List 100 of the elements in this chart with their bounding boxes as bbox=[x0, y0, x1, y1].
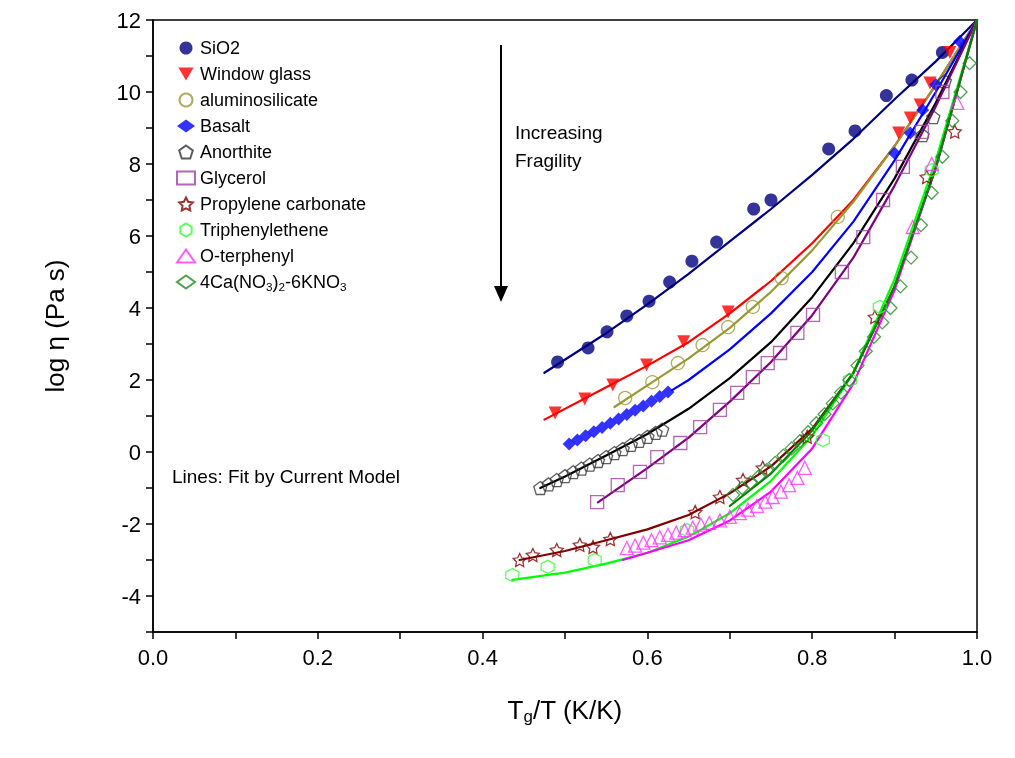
point bbox=[765, 489, 780, 505]
point bbox=[620, 309, 634, 323]
x-tick-label: 0.2 bbox=[302, 644, 334, 670]
point bbox=[792, 434, 807, 449]
point bbox=[888, 146, 902, 160]
point bbox=[953, 84, 968, 100]
point bbox=[692, 420, 708, 435]
legend-label: Anorthite bbox=[200, 142, 273, 162]
point bbox=[627, 538, 643, 553]
point bbox=[916, 103, 930, 117]
point bbox=[688, 504, 703, 520]
point bbox=[595, 421, 609, 435]
point bbox=[735, 472, 751, 488]
point bbox=[619, 540, 634, 556]
point bbox=[903, 111, 917, 125]
point bbox=[893, 279, 908, 294]
y-tick-label: -4 bbox=[121, 583, 141, 609]
point bbox=[800, 429, 815, 445]
point bbox=[618, 390, 633, 406]
point bbox=[721, 319, 736, 335]
point bbox=[644, 533, 659, 548]
point bbox=[856, 229, 871, 245]
point bbox=[924, 185, 939, 200]
x-tick-label: 0.0 bbox=[137, 644, 169, 670]
point bbox=[903, 126, 917, 140]
point bbox=[745, 369, 761, 385]
point bbox=[587, 425, 601, 439]
point bbox=[919, 169, 934, 185]
point bbox=[548, 406, 562, 420]
annotation: Lines: Fit by Current Model bbox=[172, 465, 401, 487]
point bbox=[943, 45, 957, 59]
point bbox=[740, 502, 756, 517]
point bbox=[582, 457, 597, 472]
point bbox=[549, 472, 564, 488]
y-tick-label: 8 bbox=[128, 151, 141, 177]
point bbox=[924, 162, 939, 178]
legend-label: Glycerol bbox=[200, 168, 267, 188]
point bbox=[751, 469, 766, 484]
point bbox=[685, 520, 700, 535]
point bbox=[566, 465, 581, 480]
point bbox=[603, 416, 617, 430]
point bbox=[599, 449, 614, 465]
point bbox=[620, 408, 634, 422]
point bbox=[815, 432, 831, 448]
point bbox=[790, 470, 805, 486]
point bbox=[879, 89, 893, 103]
y-tick-label: 6 bbox=[128, 223, 141, 249]
point bbox=[797, 460, 812, 475]
point bbox=[915, 128, 930, 143]
point bbox=[872, 299, 887, 315]
point bbox=[640, 358, 654, 372]
point bbox=[505, 567, 520, 583]
point bbox=[781, 477, 797, 493]
point bbox=[732, 506, 747, 521]
point bbox=[725, 487, 741, 502]
point bbox=[600, 325, 614, 339]
point bbox=[557, 468, 573, 484]
point bbox=[570, 433, 584, 447]
point bbox=[636, 535, 651, 550]
point bbox=[822, 142, 836, 156]
point bbox=[632, 433, 647, 448]
point bbox=[525, 547, 541, 563]
point bbox=[578, 392, 592, 406]
legend-label: Propylene carbonate bbox=[200, 194, 367, 214]
point bbox=[866, 329, 882, 344]
point bbox=[935, 149, 950, 164]
point bbox=[743, 475, 758, 490]
point bbox=[615, 441, 630, 457]
point bbox=[805, 307, 821, 322]
point bbox=[533, 480, 548, 496]
legend-label: SiO2 bbox=[200, 38, 241, 58]
point bbox=[673, 435, 688, 451]
point bbox=[712, 489, 728, 505]
point bbox=[603, 531, 618, 547]
legend-label: O-terphenyl bbox=[200, 246, 295, 266]
point bbox=[772, 345, 788, 361]
point bbox=[903, 250, 919, 265]
point bbox=[648, 425, 663, 441]
point bbox=[745, 299, 761, 315]
point bbox=[962, 56, 977, 71]
point bbox=[926, 110, 941, 125]
point bbox=[830, 209, 845, 225]
point bbox=[730, 385, 745, 401]
x-tick-label: 0.6 bbox=[632, 644, 663, 670]
legend-label: Basalt bbox=[200, 116, 251, 136]
point bbox=[650, 449, 665, 465]
point bbox=[774, 270, 789, 286]
point bbox=[685, 254, 699, 268]
point bbox=[606, 378, 620, 392]
point bbox=[935, 84, 950, 100]
point bbox=[549, 542, 564, 558]
point bbox=[579, 429, 593, 443]
point bbox=[800, 425, 816, 440]
y-tick-label: 12 bbox=[116, 7, 141, 33]
point bbox=[562, 437, 576, 451]
x-tick-label: 1.0 bbox=[961, 644, 993, 670]
point bbox=[883, 300, 898, 316]
point bbox=[834, 264, 850, 280]
point bbox=[721, 305, 735, 319]
point bbox=[710, 235, 724, 249]
